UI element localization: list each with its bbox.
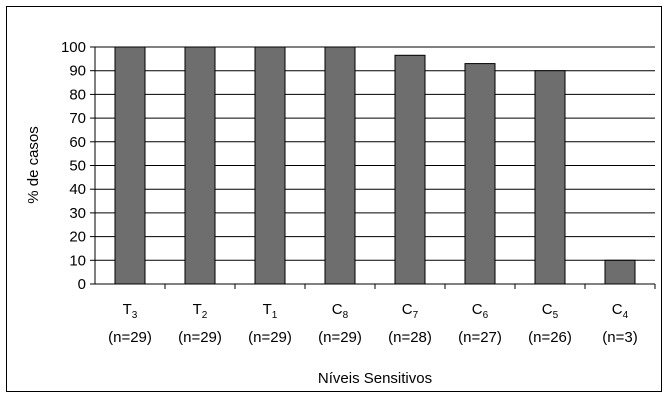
y-tick-label: 20 [69,229,86,246]
y-tick-label: 90 [69,63,86,80]
y-axis-label: % de casos [25,126,42,204]
x-tick-sample-size: (n=3) [602,329,637,346]
x-tick-label: T1 [263,301,278,321]
x-tick-labels: T3 (n=29) T2 (n=29) T1 (n=29) C8 (n=29) C7 (n=28)… [108,301,638,346]
x-tick-label: T3 [123,301,138,321]
x-tick-label: C6 [472,301,489,321]
x-tick-label: T2 [193,301,208,321]
x-tick-sample-size: (n=29) [318,329,362,346]
gridlines [95,46,655,261]
x-tick-label: C8 [332,301,349,321]
y-tick-label: 50 [69,158,86,175]
x-tick-sample-size: (n=28) [388,329,432,346]
x-tick-sample-size: (n=29) [248,329,292,346]
bar [254,46,286,285]
axes [90,46,656,289]
x-tick-sample-size: (n=27) [458,329,502,346]
y-tick-label: 10 [69,252,86,269]
x-tick-sample-size: (n=26) [528,329,572,346]
bar [114,46,146,285]
x-tick-sample-size: (n=29) [178,329,222,346]
bar [324,46,356,285]
bar [394,54,426,285]
x-tick-label: C4 [612,301,629,321]
y-tick-label: 30 [69,205,86,222]
bar [534,70,566,285]
bar [604,259,636,285]
bar [464,63,496,285]
y-tick-label: 100 [61,39,86,56]
x-tick-sample-size: (n=29) [108,329,152,346]
y-tick-label: 60 [69,134,86,151]
y-tick-label: 40 [69,181,86,198]
x-tick-label: C7 [402,301,419,321]
x-tick-label: C5 [542,301,559,321]
y-tick-label: 80 [69,86,86,103]
x-axis-label: Níveis Sensitivos [318,370,432,387]
y-tick-labels: 0 10 20 30 40 50 60 70 80 90 100 [61,39,86,293]
bar [184,46,216,285]
y-tick-label: 70 [69,110,86,127]
y-tick-label: 0 [78,276,86,293]
